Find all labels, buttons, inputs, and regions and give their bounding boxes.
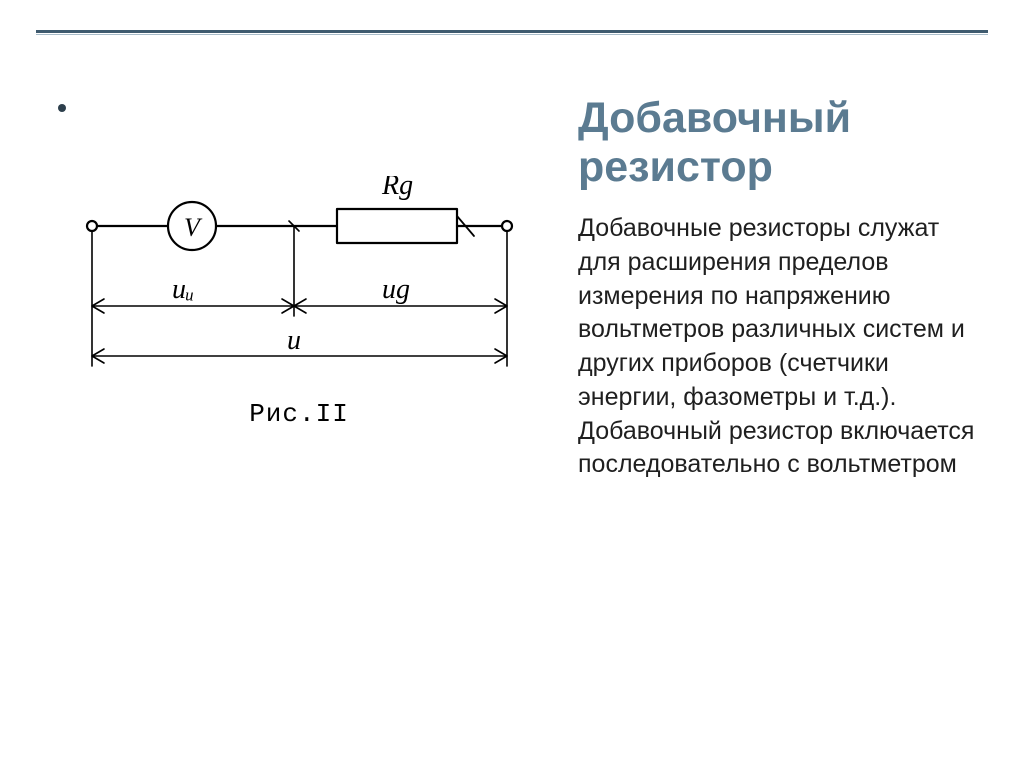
left-terminal-icon [87, 221, 97, 231]
slide-body: Добавочные резисторы служат для расширен… [578, 212, 984, 482]
figure-caption: Рис.II [249, 399, 349, 429]
circuit-diagram: V Rg uᵤ ug u Рис.II [62, 176, 537, 456]
right-terminal-icon [502, 221, 512, 231]
resistor-label: Rg [381, 176, 413, 201]
u-left-label: uᵤ [172, 274, 194, 305]
slide: Добавочный резистор Добавочные резисторы… [0, 0, 1024, 768]
bullet-icon [58, 104, 66, 112]
u-total-label: u [287, 325, 301, 356]
resistor-icon [337, 209, 457, 243]
circuit-svg: V Rg uᵤ ug u Рис.II [62, 176, 537, 456]
slide-title: Добавочный резистор [578, 94, 984, 193]
top-rule-light [36, 34, 988, 35]
u-right-label: ug [382, 274, 410, 305]
top-rule [36, 30, 988, 33]
